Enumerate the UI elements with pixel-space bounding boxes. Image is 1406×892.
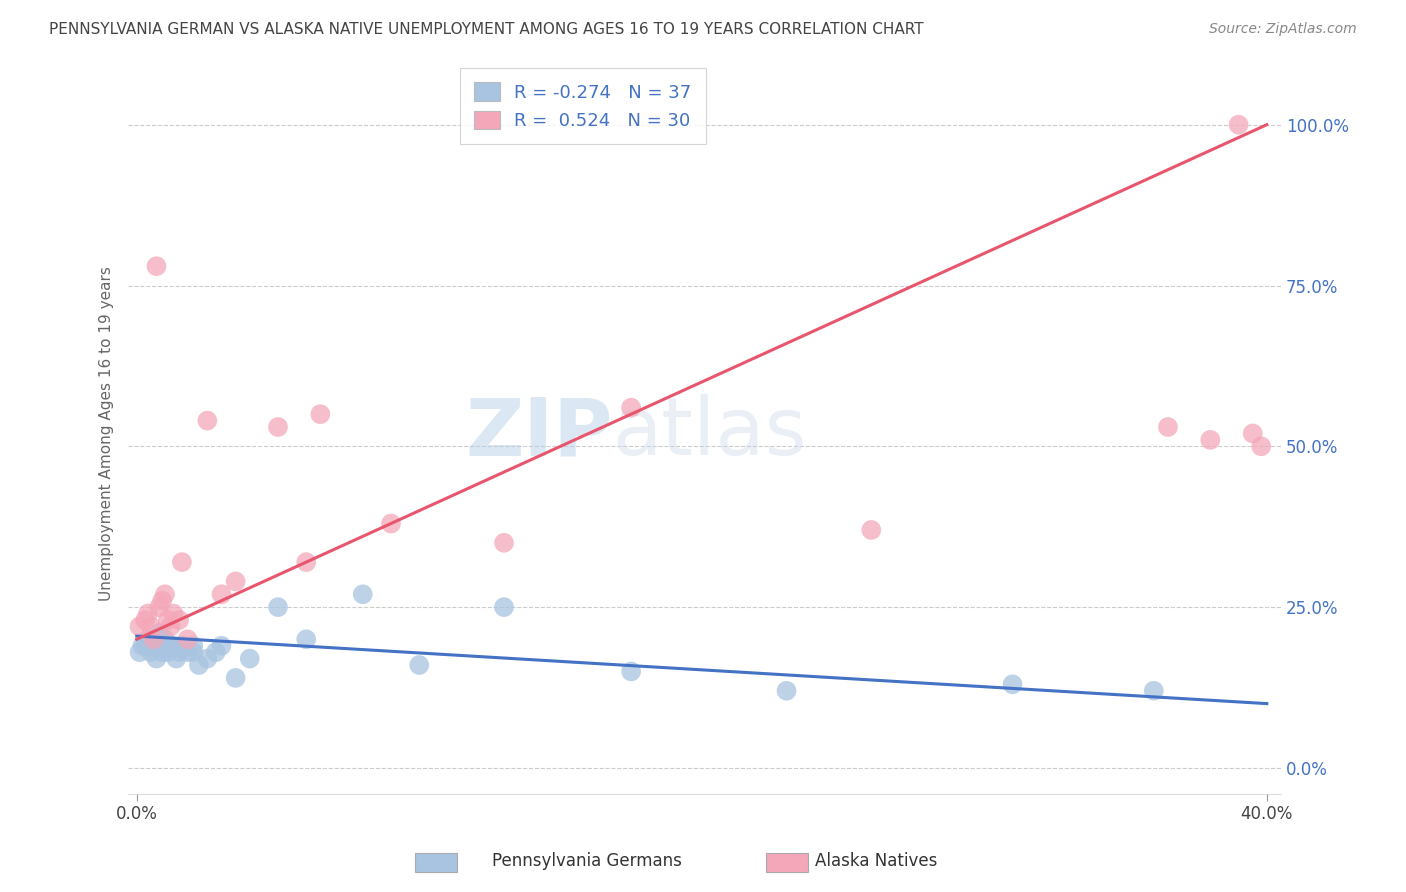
- Point: [1199, 433, 1222, 447]
- Text: Pennsylvania Germans: Pennsylvania Germans: [492, 852, 682, 870]
- Point: [492, 536, 515, 550]
- Point: [128, 619, 150, 633]
- Point: [142, 632, 165, 647]
- Text: atlas: atlas: [613, 394, 807, 473]
- Point: [187, 658, 209, 673]
- Point: [176, 632, 198, 647]
- Point: [159, 639, 181, 653]
- Point: [134, 639, 156, 653]
- Point: [181, 639, 204, 653]
- Point: [267, 600, 290, 615]
- Point: [492, 600, 515, 615]
- Point: [148, 639, 170, 653]
- Point: [136, 607, 159, 621]
- Point: [225, 671, 247, 685]
- Point: [195, 651, 218, 665]
- Point: [380, 516, 402, 531]
- Point: [167, 613, 190, 627]
- Point: [860, 523, 883, 537]
- Text: ZIP: ZIP: [465, 394, 613, 473]
- Point: [225, 574, 247, 589]
- Point: [148, 600, 170, 615]
- Point: [162, 639, 184, 653]
- Point: [176, 645, 198, 659]
- Point: [150, 593, 173, 607]
- Point: [145, 651, 167, 665]
- Point: [153, 639, 176, 653]
- Point: [1241, 426, 1264, 441]
- Point: [128, 645, 150, 659]
- Y-axis label: Unemployment Among Ages 16 to 19 years: Unemployment Among Ages 16 to 19 years: [100, 266, 114, 601]
- Point: [267, 420, 290, 434]
- Point: [1227, 118, 1250, 132]
- Point: [162, 607, 184, 621]
- Point: [142, 632, 165, 647]
- Point: [295, 632, 318, 647]
- Point: [139, 645, 162, 659]
- Text: Source: ZipAtlas.com: Source: ZipAtlas.com: [1209, 22, 1357, 37]
- Point: [150, 645, 173, 659]
- Point: [170, 639, 193, 653]
- Point: [408, 658, 430, 673]
- Text: PENNSYLVANIA GERMAN VS ALASKA NATIVE UNEMPLOYMENT AMONG AGES 16 TO 19 YEARS CORR: PENNSYLVANIA GERMAN VS ALASKA NATIVE UNE…: [49, 22, 924, 37]
- Point: [352, 587, 374, 601]
- Point: [170, 555, 193, 569]
- Point: [181, 645, 204, 659]
- Point: [1001, 677, 1024, 691]
- Point: [309, 407, 332, 421]
- Point: [139, 619, 162, 633]
- Point: [195, 414, 218, 428]
- Point: [167, 645, 190, 659]
- Point: [239, 651, 262, 665]
- Point: [131, 639, 153, 653]
- Point: [153, 632, 176, 647]
- Point: [775, 683, 797, 698]
- Point: [159, 619, 181, 633]
- Point: [620, 665, 643, 679]
- Point: [156, 613, 179, 627]
- Point: [1143, 683, 1166, 698]
- Point: [148, 625, 170, 640]
- Point: [153, 587, 176, 601]
- Legend: R = -0.274   N = 37, R =  0.524   N = 30: R = -0.274 N = 37, R = 0.524 N = 30: [460, 68, 706, 145]
- Point: [620, 401, 643, 415]
- Point: [136, 632, 159, 647]
- Text: Alaska Natives: Alaska Natives: [815, 852, 938, 870]
- Point: [211, 639, 233, 653]
- Point: [165, 651, 187, 665]
- Point: [211, 587, 233, 601]
- Point: [1250, 439, 1272, 453]
- Point: [134, 613, 156, 627]
- Point: [139, 639, 162, 653]
- Point: [1157, 420, 1180, 434]
- Point: [205, 645, 228, 659]
- Point: [156, 645, 179, 659]
- Point: [145, 259, 167, 273]
- Point: [295, 555, 318, 569]
